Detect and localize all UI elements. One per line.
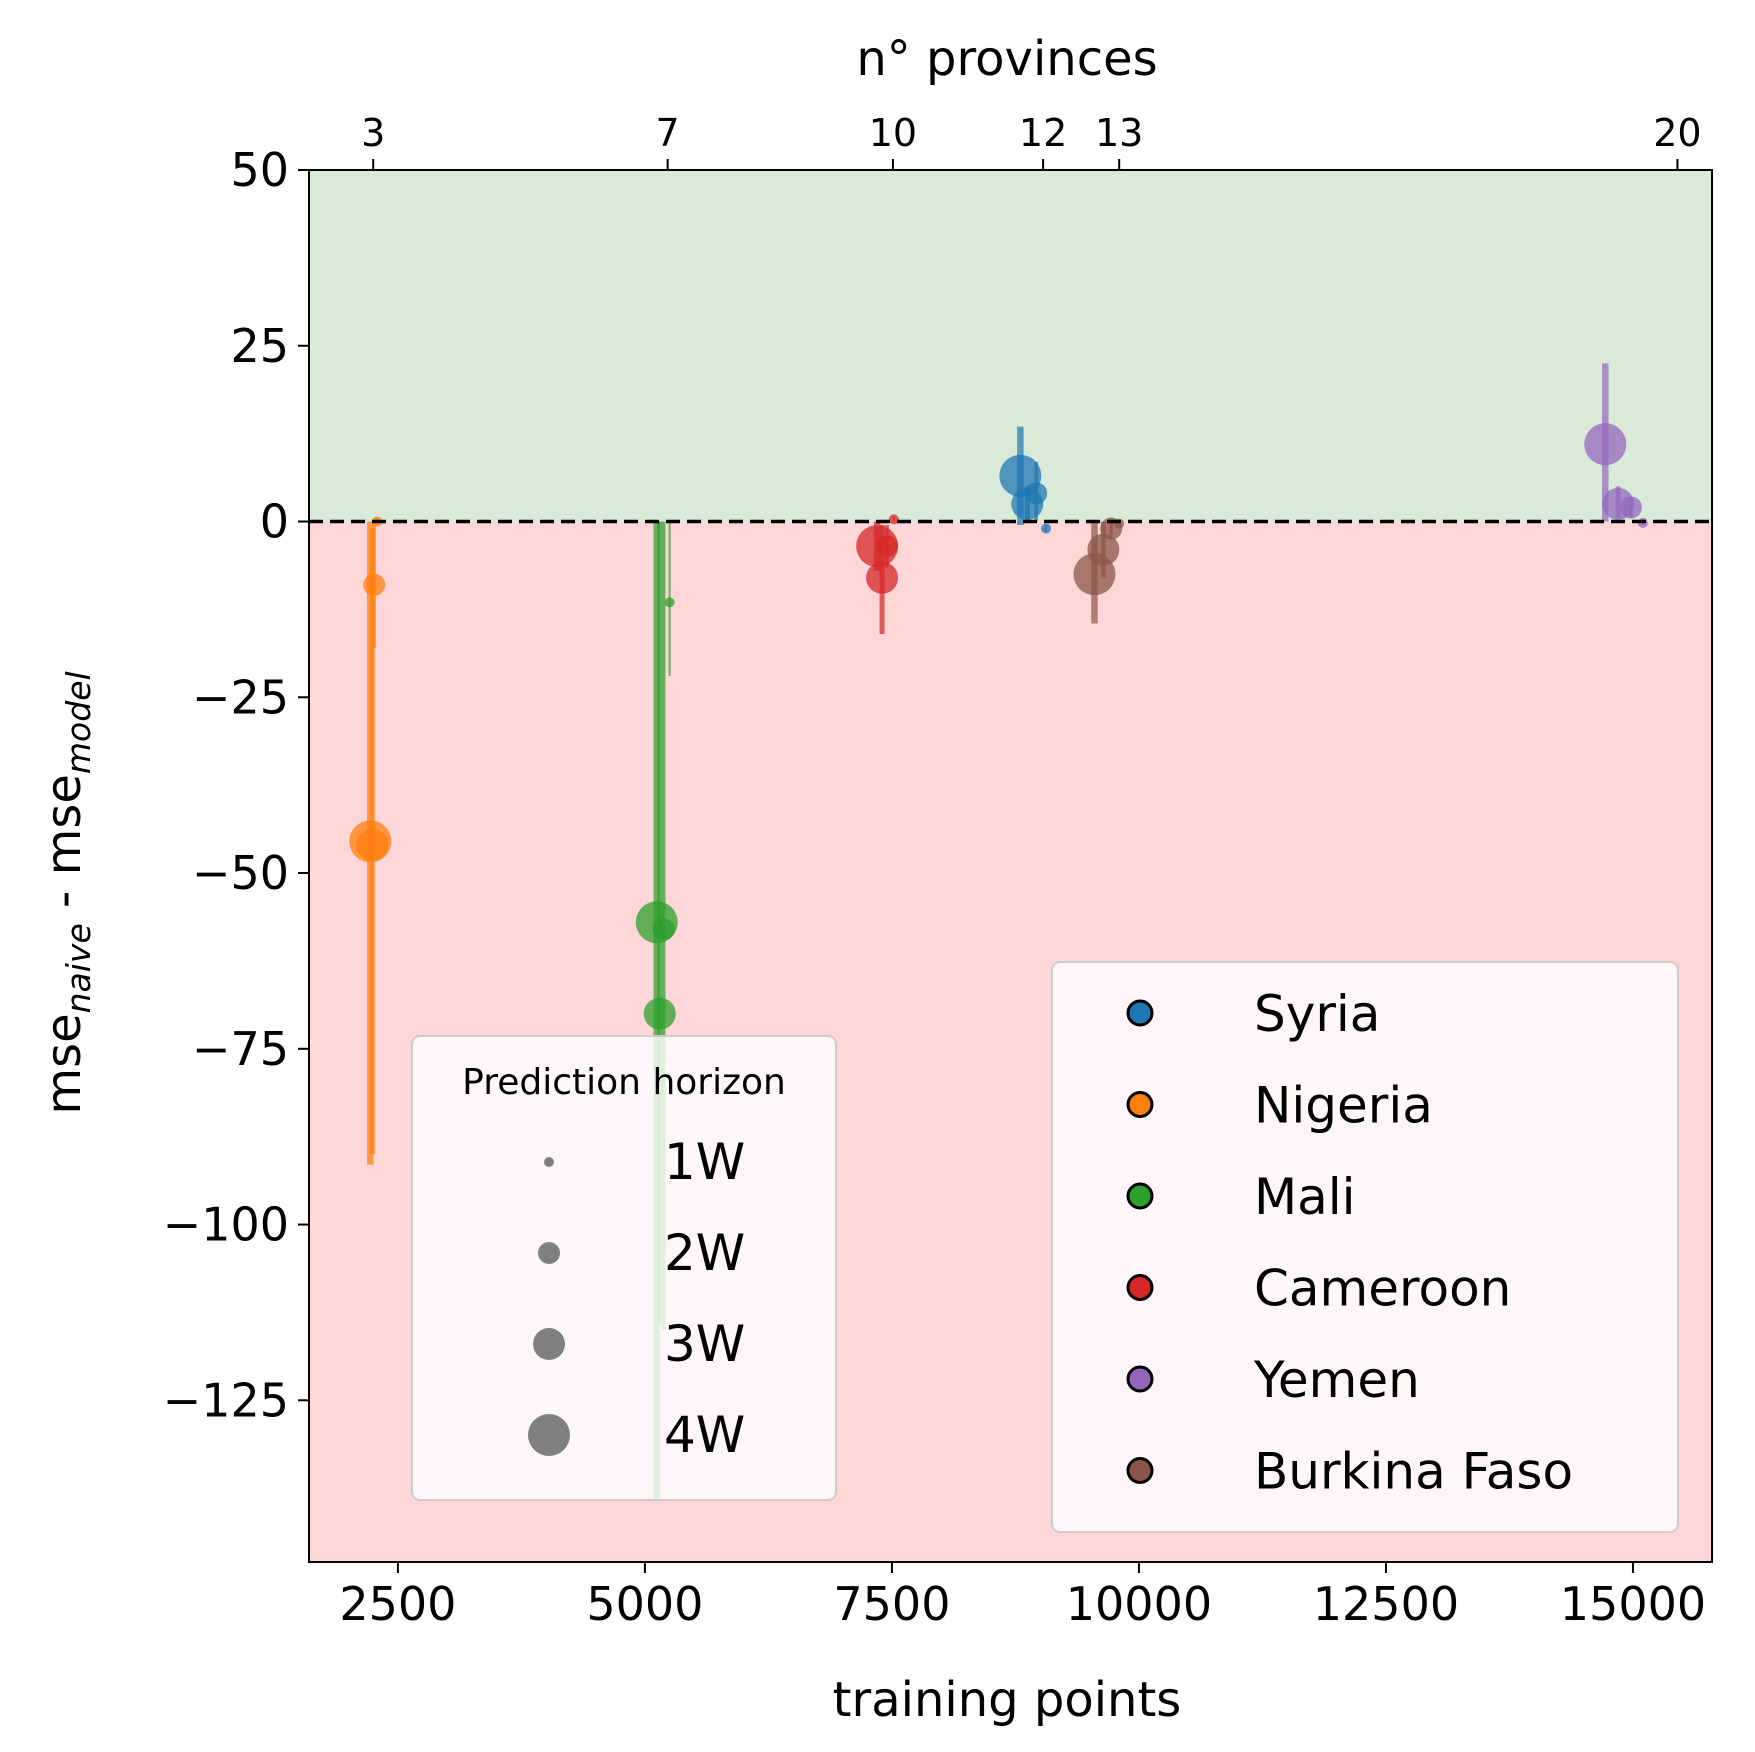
- horizon-legend-box: [411, 1035, 837, 1501]
- horizon-legend-marker: [533, 1328, 565, 1360]
- y-label-sub1: naive: [59, 923, 98, 1013]
- country-legend-label: Burkina Faso: [1254, 1443, 1573, 1501]
- country-legend-label: Yemen: [1253, 1351, 1420, 1409]
- top-tick-label: 10: [869, 111, 917, 155]
- data-point: [356, 828, 389, 861]
- y-tick-label: −25: [192, 670, 289, 724]
- data-point: [866, 561, 899, 594]
- y-axis-label: msenaive - msemodel: [36, 671, 98, 1114]
- horizon-legend-marker: [528, 1414, 570, 1456]
- y-label-mid: - mse: [36, 774, 92, 923]
- y-tick-label: −50: [192, 846, 289, 900]
- y-tick-label: −75: [192, 1022, 289, 1076]
- country-legend-marker: [1126, 1182, 1154, 1210]
- country-legend-label: Nigeria: [1254, 1077, 1433, 1135]
- top-tick-label: 20: [1653, 111, 1701, 155]
- top-tick-label: 12: [1019, 111, 1067, 155]
- x-tick-label: 2500: [339, 1577, 456, 1631]
- x-tick-label: 10000: [1066, 1577, 1212, 1631]
- y-tick-label: −100: [163, 1198, 289, 1252]
- x-axis-label: training points: [833, 1672, 1182, 1728]
- x-tick-label: 15000: [1560, 1577, 1706, 1631]
- country-legend-marker: [1126, 1365, 1154, 1393]
- country-legend-label: Cameroon: [1254, 1260, 1511, 1318]
- horizon-legend-label: 2W: [664, 1224, 745, 1282]
- x-tick-label: 7500: [833, 1577, 950, 1631]
- top-tick-label: 7: [656, 111, 680, 155]
- x-tick-label: 5000: [586, 1577, 703, 1631]
- horizon-legend-title: Prediction horizon: [462, 1062, 786, 1103]
- data-point: [1025, 482, 1048, 505]
- y-tick-label: 0: [260, 495, 289, 549]
- data-point: [1619, 496, 1642, 519]
- data-point: [1584, 423, 1627, 466]
- ticks-layer: 2500 5000 7500 10000 12500 15000 50 25 0 −25 −50 −7…: [163, 111, 1706, 1631]
- top-axis-label: n° provinces: [856, 31, 1157, 87]
- data-point: [1087, 533, 1120, 566]
- country-legend-marker: [1126, 1274, 1154, 1301]
- country-legend-marker: [1126, 1091, 1154, 1118]
- data-point: [1041, 523, 1052, 534]
- y-tick-label: 50: [230, 143, 289, 197]
- x-tick-label: 12500: [1313, 1577, 1459, 1631]
- top-tick-label: 3: [361, 111, 385, 155]
- data-point: [652, 918, 675, 941]
- horizon-legend: Prediction horizon 1W 2W 3W 4W: [411, 1035, 837, 1501]
- series-burkina-faso: [1073, 517, 1125, 624]
- country-legend: Syria Nigeria Mali Cameroon Yemen Burkina Fas…: [1051, 961, 1679, 1533]
- y-tick-label: −125: [163, 1373, 289, 1427]
- horizon-legend-label: 4W: [664, 1406, 745, 1464]
- country-legend-marker: [1126, 1457, 1154, 1484]
- y-label-sub2: model: [59, 671, 98, 774]
- series-yemen: [1584, 363, 1648, 528]
- horizon-legend-label: 3W: [664, 1315, 745, 1373]
- data-point: [363, 573, 386, 596]
- series-layer: [349, 363, 1648, 1499]
- country-legend-label: Mali: [1254, 1168, 1356, 1226]
- top-tick-label: 13: [1095, 111, 1143, 155]
- horizon-legend-marker: [544, 1157, 554, 1167]
- plot-frame: [308, 169, 1713, 1563]
- data-point: [643, 997, 676, 1030]
- data-point: [664, 597, 675, 608]
- y-tick-label: 25: [230, 319, 289, 373]
- horizon-legend-label: 1W: [664, 1133, 745, 1191]
- series-nigeria: [349, 516, 392, 1165]
- series-cameroon: [856, 514, 899, 634]
- data-point: [888, 514, 899, 525]
- country-legend-box: [1051, 961, 1679, 1533]
- y-label-main: mse: [36, 1013, 92, 1114]
- series-syria: [999, 426, 1052, 534]
- horizon-legend-marker: [538, 1242, 560, 1264]
- data-point: [875, 535, 898, 558]
- country-legend-label: Syria: [1254, 985, 1380, 1043]
- country-legend-marker: [1126, 999, 1154, 1027]
